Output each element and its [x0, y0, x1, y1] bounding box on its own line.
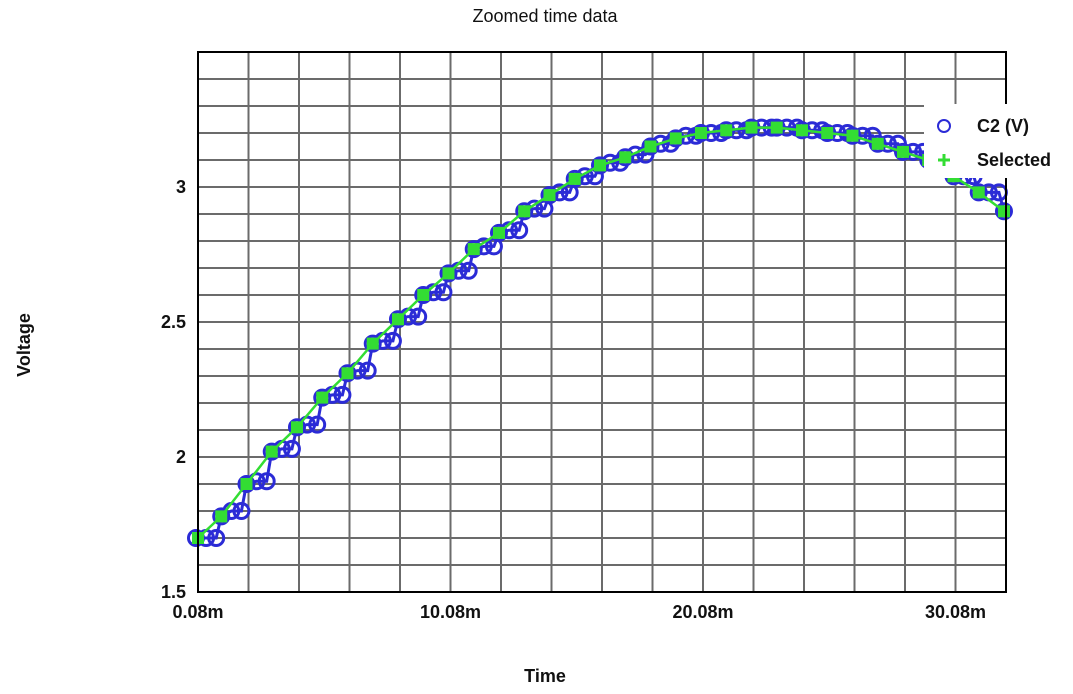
c2-point: [287, 418, 306, 437]
c2-point: [207, 529, 226, 547]
c2-point: [232, 502, 251, 520]
c2-point: [994, 202, 1013, 221]
y-tick-label: 2.5: [161, 312, 186, 332]
c2-point: [893, 142, 912, 161]
selected-point: [972, 186, 985, 199]
selected-point: [871, 137, 884, 150]
legend: C2 (V) Selected: [924, 104, 1073, 178]
x-tick-label: 30.08m: [925, 602, 986, 622]
legend-selected-label: Selected: [977, 150, 1051, 170]
legend-c2-label: C2 (V): [977, 116, 1029, 136]
c2-point: [489, 223, 508, 242]
x-axis-ticks: 0.08m 10.08m 20.08m 30.08m: [172, 602, 986, 622]
c2-point: [338, 364, 357, 383]
chart-title: Zoomed time data: [472, 6, 618, 26]
legend-selected-marker: [938, 154, 950, 166]
c2-point: [439, 264, 458, 283]
selected-point: [997, 205, 1010, 218]
selected-point: [467, 243, 480, 256]
selected-point: [896, 145, 909, 158]
selected-point: [669, 132, 682, 145]
plot-frame: [197, 51, 1007, 593]
c2-point: [363, 334, 382, 353]
selected-point: [518, 205, 531, 218]
c2-point: [565, 169, 584, 188]
c2-point: [434, 283, 453, 302]
x-tick-label: 0.08m: [172, 602, 223, 622]
c2-point: [282, 439, 301, 458]
c2-point: [464, 240, 483, 259]
selected-point: [316, 391, 329, 404]
selected-point: [644, 140, 657, 153]
c2-point: [257, 472, 276, 491]
selected-point: [821, 127, 834, 139]
selected-point: [745, 121, 758, 134]
c2-point: [515, 202, 534, 221]
y-tick-label: 2: [176, 447, 186, 467]
selected-point: [442, 267, 455, 280]
series-c2: [186, 118, 1013, 547]
series-selected-line: [197, 126, 1005, 539]
selected-point: [290, 421, 303, 434]
selected-point: [568, 172, 581, 185]
y-axis-label: Voltage: [14, 313, 34, 377]
c2-point: [383, 331, 402, 350]
selected-point: [492, 226, 505, 239]
c2-point: [590, 156, 609, 175]
selected-point: [846, 129, 859, 142]
selected-point: [694, 127, 707, 139]
c2-point: [308, 415, 327, 434]
c2-point: [388, 310, 407, 329]
selected-point: [366, 337, 379, 350]
c2-point: [868, 134, 887, 153]
x-axis-label: Time: [524, 666, 566, 686]
grid: [197, 51, 1007, 593]
x-tick-label: 20.08m: [672, 602, 733, 622]
selected-point: [543, 189, 556, 202]
c2-point: [333, 385, 352, 404]
selected-point: [391, 313, 404, 326]
c2-point: [414, 286, 433, 304]
c2-point: [262, 442, 281, 461]
series-c2-line: [195, 126, 1006, 540]
x-tick-label: 10.08m: [420, 602, 481, 622]
c2-point: [459, 261, 478, 280]
c2-point: [510, 221, 529, 240]
selected-point: [619, 151, 632, 164]
selected-point: [341, 367, 354, 380]
c2-point: [409, 307, 428, 326]
c2-point: [313, 388, 332, 407]
c2-point: [237, 475, 256, 493]
selected-point: [215, 510, 228, 523]
series-selected: [192, 121, 1010, 544]
c2-point: [212, 507, 231, 526]
y-tick-label: 3: [176, 177, 186, 197]
selected-point: [265, 445, 278, 458]
selected-point: [770, 121, 783, 134]
c2-point: [616, 148, 635, 167]
y-tick-label: 1.5: [161, 582, 186, 602]
selected-point: [593, 159, 606, 172]
c2-point: [358, 361, 377, 380]
selected-point: [720, 124, 733, 137]
selected-point: [240, 478, 253, 490]
y-axis-ticks: 1.5 2 2.5 3: [161, 177, 186, 602]
c2-point: [666, 129, 685, 148]
c2-point: [969, 183, 988, 202]
selected-point: [795, 124, 808, 137]
c2-point: [540, 186, 559, 205]
selected-point: [417, 289, 430, 301]
legend-c2-marker: [937, 119, 951, 133]
c2-point: [641, 137, 660, 156]
